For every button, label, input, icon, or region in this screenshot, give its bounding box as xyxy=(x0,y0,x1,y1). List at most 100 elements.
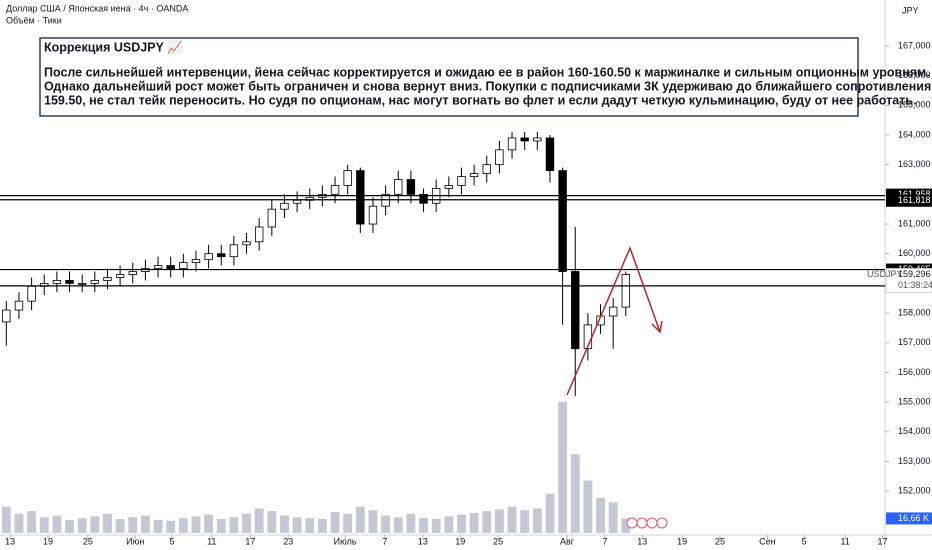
candle-body xyxy=(330,185,340,195)
candle-body xyxy=(204,253,213,261)
y-tick-label: 155,000 xyxy=(898,396,931,406)
x-tick-label: 5 xyxy=(169,536,174,546)
candle-body xyxy=(457,176,466,186)
volume-label-box xyxy=(886,512,932,525)
candle-body xyxy=(545,137,555,172)
volume-bar xyxy=(507,506,517,533)
volume-bar xyxy=(153,519,163,533)
volume-bar xyxy=(52,515,62,533)
annotation-line: Однако дальнейший рост может быть ограни… xyxy=(44,79,931,93)
y-tick-label: 158,000 xyxy=(898,307,931,317)
volume-bar xyxy=(532,508,542,533)
volume-bar xyxy=(140,515,150,533)
y-tick-label: 163,000 xyxy=(898,159,931,169)
y-tick-label: 157,000 xyxy=(898,337,931,347)
candle-body xyxy=(103,277,112,281)
candle-body xyxy=(242,241,251,246)
volume-bar xyxy=(65,519,74,533)
volume-bar xyxy=(406,513,416,533)
candle-body xyxy=(495,149,504,166)
volume-bar xyxy=(621,518,631,533)
x-tick-label: 17 xyxy=(877,536,887,546)
candle-body xyxy=(77,282,87,285)
x-tick-label: 25 xyxy=(83,536,93,546)
candle-body xyxy=(292,199,302,204)
x-tick-label: 17 xyxy=(245,536,255,546)
candle-body xyxy=(558,170,567,272)
volume-bar xyxy=(317,519,327,533)
candle-body xyxy=(394,179,403,195)
volume-bar xyxy=(381,515,391,533)
volume-bar xyxy=(494,509,504,533)
annotation-title: Коррекция USDJPY 📈 xyxy=(44,39,183,54)
candle-body xyxy=(406,179,416,195)
y-tick-label: 153,000 xyxy=(898,456,931,466)
event-icon xyxy=(656,517,668,529)
y-tick-label: 166,000 xyxy=(898,70,931,80)
event-icon xyxy=(626,517,638,529)
candle-body xyxy=(621,274,631,308)
volume-bar xyxy=(355,506,365,533)
candle-body xyxy=(469,173,479,177)
arrow-head xyxy=(651,320,663,334)
x-tick-label: 11 xyxy=(841,536,850,546)
volume-bar xyxy=(1,506,11,533)
x-tick-label: Июн xyxy=(126,536,144,546)
x-tick-label: 25 xyxy=(493,536,503,546)
x-tick-label: 19 xyxy=(43,536,53,546)
x-tick-label: Июль xyxy=(334,536,357,546)
volume-bar xyxy=(444,516,454,533)
candle-body xyxy=(217,253,226,258)
subheader: Объём · Тики xyxy=(6,15,62,25)
candle-body xyxy=(115,274,125,278)
x-tick-label: 5 xyxy=(802,536,807,546)
volume-bar xyxy=(482,511,492,533)
candle-body xyxy=(128,271,137,275)
x-tick-label: Сен xyxy=(759,536,776,546)
volume-bar xyxy=(229,517,239,533)
volume-bar xyxy=(90,516,100,533)
event-icon xyxy=(636,517,648,529)
volume-bar xyxy=(596,498,605,533)
level-label: 161,818 xyxy=(898,195,931,205)
event-icons xyxy=(626,517,668,529)
candle-body xyxy=(520,137,529,142)
candle-body xyxy=(14,300,24,311)
last-price-label: 159,296 xyxy=(898,269,931,279)
x-tick-label: 23 xyxy=(283,536,293,546)
volume-bar xyxy=(115,519,125,533)
candle-body xyxy=(608,306,618,317)
volume-bar xyxy=(558,401,568,533)
volume-label: 16,66 K xyxy=(898,513,929,523)
candle-body xyxy=(444,185,454,189)
x-tick-label: 13 xyxy=(637,536,647,546)
candle-body xyxy=(90,280,100,284)
event-icon xyxy=(646,517,658,529)
x-tick-label: Авг xyxy=(560,536,575,546)
volume-bar xyxy=(128,517,138,533)
level-label: 161,958 xyxy=(898,189,931,199)
y-tick-label: 167,000 xyxy=(898,40,931,50)
x-tick-label: 11 xyxy=(207,536,216,546)
symbol-label: USDJPY xyxy=(867,269,903,279)
annotation-box xyxy=(39,37,859,117)
candle-body xyxy=(533,137,542,142)
candle-body xyxy=(2,309,11,323)
candle-body xyxy=(179,262,188,269)
volume-bar xyxy=(419,518,428,533)
candle-body xyxy=(267,208,277,228)
volume-bar xyxy=(305,518,315,533)
volume-bar xyxy=(570,454,580,533)
candle-body xyxy=(65,280,74,284)
volume-bar xyxy=(39,517,49,533)
volume-bar xyxy=(343,513,353,533)
candle-body xyxy=(343,170,352,186)
volume-bar xyxy=(77,518,87,533)
volume-bar xyxy=(216,519,226,533)
candle-body xyxy=(254,226,264,243)
candle-body xyxy=(368,205,378,225)
y-tick-label: 161,000 xyxy=(898,218,931,228)
annotation-line: 159.50, не стал тейк переносить. Но судя… xyxy=(44,93,916,107)
